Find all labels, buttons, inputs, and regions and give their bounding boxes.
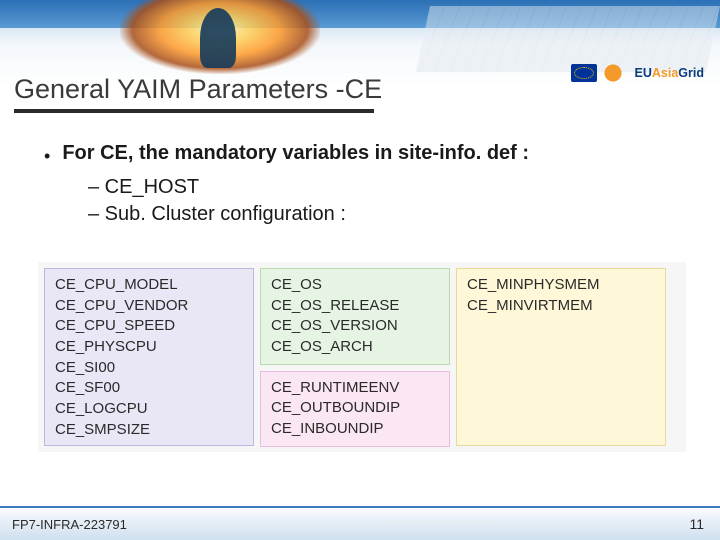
title-underline <box>14 109 374 112</box>
logo-eu: EU <box>635 66 652 80</box>
bullet-text: For CE, the mandatory variables in site-… <box>62 142 529 165</box>
sub-item: – Sub. Cluster configuration : <box>88 201 684 228</box>
footer-line <box>0 506 720 508</box>
body: • For CE, the mandatory variables in sit… <box>44 142 684 228</box>
var-item: CE_SF00 <box>55 378 243 399</box>
bullet-item: • For CE, the mandatory variables in sit… <box>44 142 684 170</box>
logo-grid: Grid <box>678 66 704 80</box>
logo-asia: Asia <box>652 66 678 80</box>
logo: EUAsiaGrid <box>571 62 704 84</box>
var-item: CE_MINPHYSMEM <box>467 275 655 296</box>
var-item: CE_LOGCPU <box>55 399 243 420</box>
asia-map-icon <box>601 62 631 84</box>
var-item: CE_SMPSIZE <box>55 420 243 441</box>
var-item: CE_OUTBOUNDIP <box>271 398 439 419</box>
table-col-net: CE_RUNTIMEENV CE_OUTBOUNDIP CE_INBOUNDIP <box>260 371 450 447</box>
var-item: CE_SI00 <box>55 358 243 379</box>
table-col-os: CE_OS CE_OS_RELEASE CE_OS_VERSION CE_OS_… <box>260 268 450 365</box>
bullet-dot-icon: • <box>44 142 50 170</box>
table-col-cpu: CE_CPU_MODEL CE_CPU_VENDOR CE_CPU_SPEED … <box>44 268 254 446</box>
page-number: 11 <box>689 516 704 532</box>
var-item: CE_OS <box>271 275 439 296</box>
var-item: CE_PHYSCPU <box>55 337 243 358</box>
variable-tables: CE_CPU_MODEL CE_CPU_VENDOR CE_CPU_SPEED … <box>38 262 686 452</box>
var-item: CE_MINVIRTMEM <box>467 296 655 317</box>
footer-project-id: FP7-INFRA-223791 <box>12 517 127 532</box>
table-col-mem: CE_MINPHYSMEM CE_MINVIRTMEM <box>456 268 666 446</box>
var-item: CE_OS_VERSION <box>271 316 439 337</box>
var-item: CE_CPU_VENDOR <box>55 296 243 317</box>
sub-item: – CE_HOST <box>88 174 684 201</box>
table-col-os-net: CE_OS CE_OS_RELEASE CE_OS_VERSION CE_OS_… <box>260 268 450 446</box>
banner-figure-art <box>200 8 236 68</box>
var-item: CE_CPU_MODEL <box>55 275 243 296</box>
slide: EUAsiaGrid General YAIM Parameters -CE •… <box>0 0 720 540</box>
footer: FP7-INFRA-223791 11 <box>0 506 720 540</box>
var-item: CE_INBOUNDIP <box>271 419 439 440</box>
var-item: CE_OS_RELEASE <box>271 296 439 317</box>
var-item: CE_CPU_SPEED <box>55 316 243 337</box>
slide-title: General YAIM Parameters -CE <box>14 74 382 105</box>
eu-flag-icon <box>571 64 597 82</box>
var-item: CE_RUNTIMEENV <box>271 378 439 399</box>
logo-text: EUAsiaGrid <box>635 66 704 80</box>
title-block: General YAIM Parameters -CE <box>14 74 382 112</box>
var-item: CE_OS_ARCH <box>271 337 439 358</box>
